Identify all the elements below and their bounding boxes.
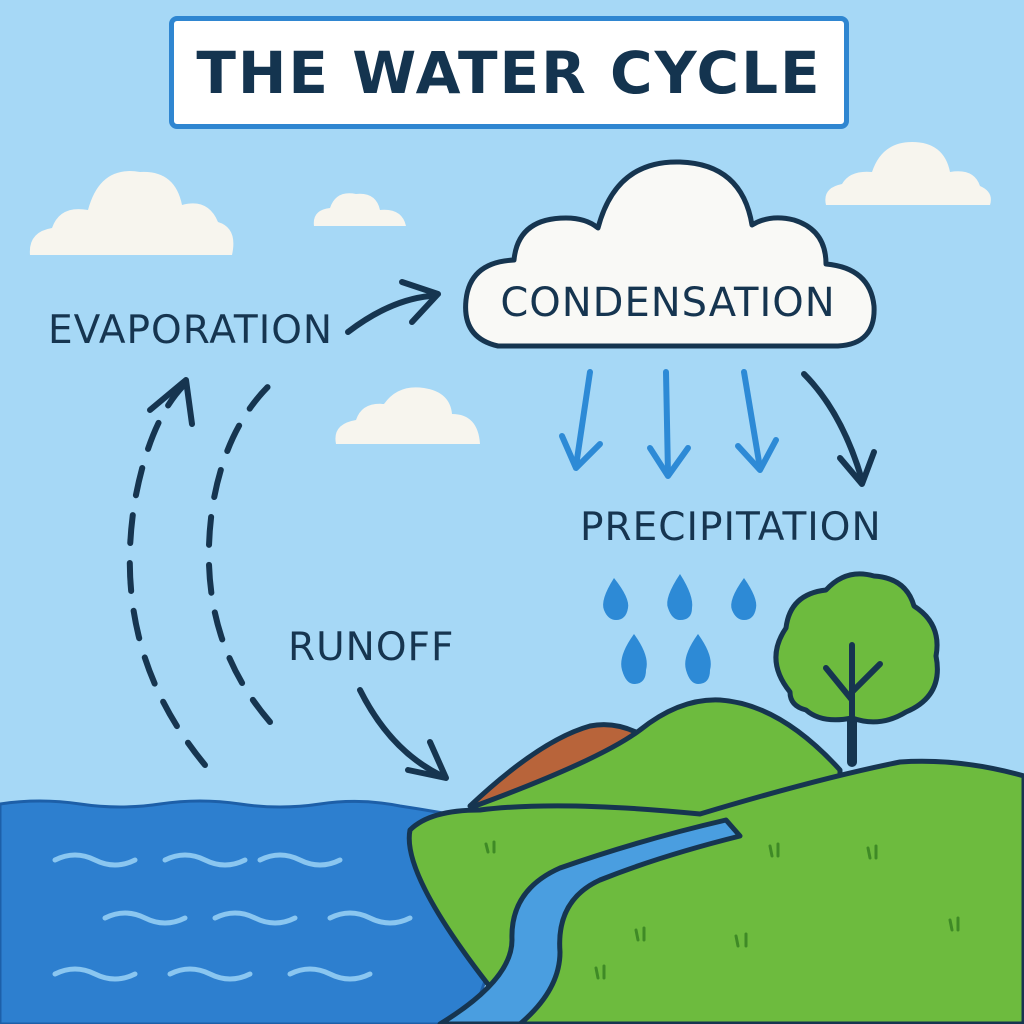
cloud-icon [825, 142, 991, 205]
precipitation-arrow-icon [559, 369, 603, 471]
raindrop-icon [603, 574, 757, 684]
precipitation-label: PRECIPITATION [580, 505, 882, 550]
arrowhead-icon [405, 739, 449, 781]
front-hill [406, 758, 1024, 1024]
evaporation-arrow-icon [345, 293, 433, 335]
cloud-icon [313, 193, 406, 226]
precipitation-arrow-icon [801, 371, 877, 487]
river [437, 817, 743, 1024]
cloud-icon [29, 171, 234, 255]
condensation-label: CONDENSATION [500, 280, 836, 326]
ocean [0, 799, 522, 1024]
runoff-label: RUNOFF [288, 625, 455, 670]
tree-branch [823, 642, 883, 723]
runoff-arrow-icon [357, 687, 443, 778]
evaporation-dashed-arrow-icon [126, 382, 208, 768]
arrowhead-icon [147, 377, 195, 427]
cloud-icon [335, 387, 480, 444]
precipitation-arrow-icon [735, 369, 779, 473]
evaporation-dashed-line-icon [205, 377, 278, 725]
title-box: THE WATER CYCLE [169, 16, 849, 129]
precipitation-arrow-icon [647, 369, 691, 479]
page-title: THE WATER CYCLE [196, 38, 822, 107]
arrowhead-icon [399, 279, 441, 325]
tree-icon [773, 571, 940, 725]
condensation-cloud-icon [463, 159, 877, 349]
evaporation-label: EVAPORATION [48, 308, 334, 353]
wave-icon [52, 852, 413, 982]
grass-tuft-icon [484, 840, 960, 980]
